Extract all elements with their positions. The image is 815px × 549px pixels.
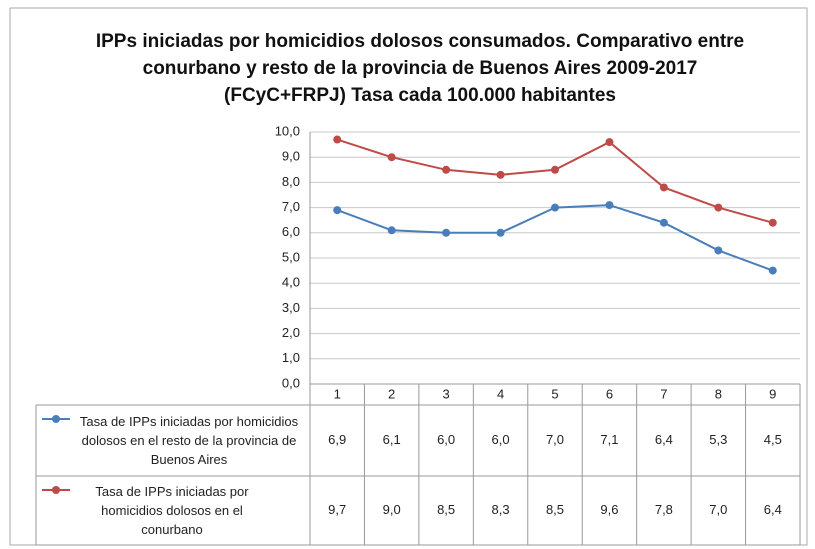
y-tick-label: 7,0 — [282, 199, 300, 214]
table-value: 4,5 — [764, 432, 782, 447]
table-value: 7,0 — [546, 432, 564, 447]
legend-marker — [52, 486, 60, 494]
x-tick-label: 2 — [388, 386, 395, 401]
point — [768, 218, 777, 227]
point — [442, 228, 451, 237]
legend-label: Tasa de IPPs iniciadas por homicidios do… — [95, 483, 249, 537]
x-tick-label: 5 — [551, 386, 558, 401]
table-value: 8,5 — [437, 502, 455, 517]
point — [659, 183, 668, 192]
point — [714, 246, 723, 255]
table-value: 6,0 — [437, 432, 455, 447]
point — [768, 266, 777, 275]
point — [551, 203, 559, 212]
table-value: 8,3 — [492, 502, 510, 517]
table-value: 6,1 — [383, 432, 401, 447]
point — [333, 206, 342, 215]
point — [387, 226, 396, 235]
y-tick-label: 10,0 — [275, 123, 300, 138]
legend-label: Tasa de IPPs iniciadas por homicidios do… — [79, 413, 299, 467]
series-line — [336, 204, 774, 272]
table-value: 7,8 — [655, 502, 673, 517]
point — [387, 153, 396, 162]
table-value: 7,0 — [709, 502, 727, 517]
x-tick-label: 8 — [715, 386, 722, 401]
x-tick-label: 1 — [334, 386, 341, 401]
y-tick-label: 5,0 — [282, 249, 300, 264]
table-value: 8,5 — [546, 502, 564, 517]
x-tick-label: 6 — [606, 386, 613, 401]
x-tick-label: 4 — [497, 386, 504, 401]
y-tick-label: 6,0 — [282, 224, 300, 239]
point — [496, 170, 505, 179]
point — [551, 165, 559, 174]
table-value: 9,0 — [383, 502, 401, 517]
point — [442, 165, 451, 174]
y-tick-label: 8,0 — [282, 174, 300, 189]
table-value: 6,0 — [492, 432, 510, 447]
x-tick-label: 3 — [442, 386, 449, 401]
table-value: 7,1 — [600, 432, 618, 447]
point — [714, 203, 723, 212]
x-tick-label: 9 — [769, 386, 776, 401]
legend-marker — [52, 415, 60, 423]
table-value: 6,4 — [655, 432, 673, 447]
point — [605, 138, 614, 147]
chart-title: IPPs iniciadas por homicidios dolosos co… — [95, 31, 745, 106]
point — [659, 218, 668, 227]
point — [333, 135, 342, 144]
table-value: 5,3 — [709, 432, 727, 447]
table-value: 6,4 — [764, 502, 782, 517]
y-tick-label: 0,0 — [282, 375, 300, 390]
x-tick-label: 7 — [660, 386, 667, 401]
y-tick-label: 4,0 — [282, 275, 300, 290]
y-tick-label: 1,0 — [282, 350, 300, 365]
y-tick-label: 2,0 — [282, 325, 300, 340]
table-value: 9,6 — [600, 502, 618, 517]
y-tick-label: 9,0 — [282, 149, 300, 164]
y-tick-label: 3,0 — [282, 300, 300, 315]
table-value: 6,9 — [328, 432, 346, 447]
table-value: 9,7 — [328, 502, 346, 517]
point — [496, 228, 505, 237]
point — [605, 201, 614, 210]
